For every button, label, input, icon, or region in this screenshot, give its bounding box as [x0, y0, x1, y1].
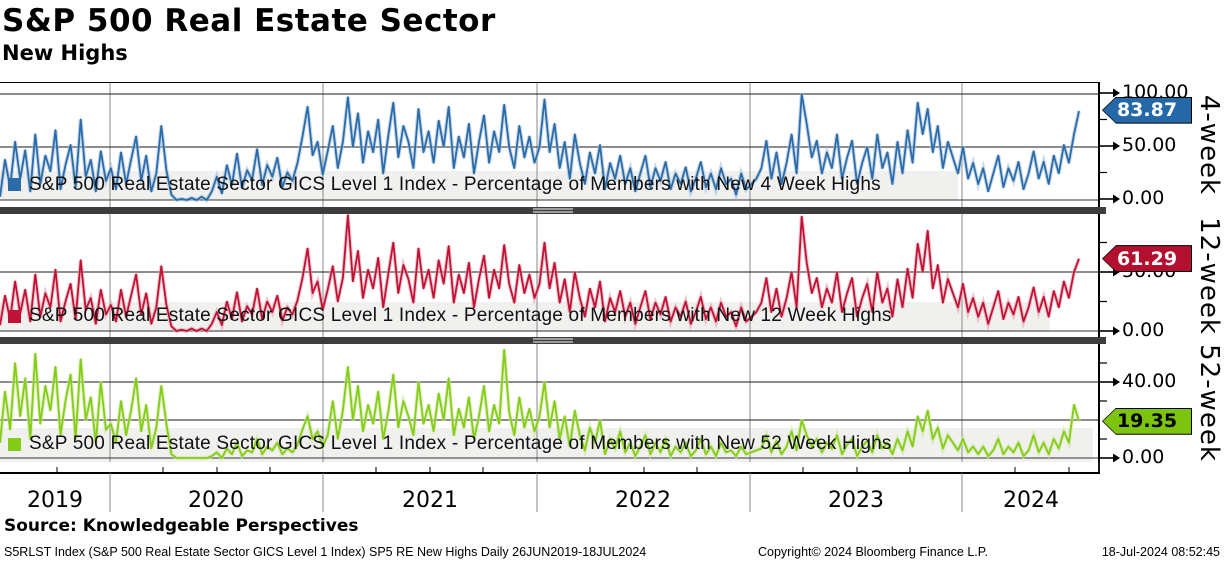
- x-axis: [0, 462, 1100, 512]
- legend-background: [0, 171, 958, 200]
- line-chart-52-week: [0, 344, 1100, 462]
- x-tick-label: 2024: [1003, 488, 1059, 513]
- y-axis-4-week: 100.00 50.00 0.00 83.87 4-week: [1100, 81, 1224, 209]
- line-chart-12-week: [0, 214, 1100, 337]
- x-tick-label: 2021: [402, 488, 458, 513]
- divider-grip-handle[interactable]: [533, 338, 573, 343]
- panel-divider: [0, 337, 1106, 344]
- chart-title: S&P 500 Real Estate Sector: [2, 3, 496, 39]
- panel-4-week: S&P 500 Real Estate Sector GICS Level 1 …: [0, 81, 1224, 209]
- panel-title-rotated: 52-week: [1194, 344, 1224, 462]
- last-value-label: 19.35: [1116, 410, 1178, 433]
- x-tick-label: 2019: [27, 488, 83, 513]
- last-value-label: 61.29: [1116, 247, 1178, 270]
- footer-timestamp: 18-Jul-2024 08:52:45: [1101, 545, 1220, 559]
- legend-12-week: S&P 500 Real Estate Sector GICS Level 1 …: [8, 305, 892, 327]
- x-tick-label: 2022: [615, 488, 671, 513]
- x-tick-label: 2020: [188, 488, 244, 513]
- y-axis-ticks: [1100, 241, 1120, 336]
- panel-title-rotated: 4-week: [1194, 94, 1224, 195]
- legend-label: S&P 500 Real Estate Sector GICS Level 1 …: [29, 173, 881, 195]
- y-axis-12-week: 50.000.00 61.29 12-week: [1100, 214, 1224, 341]
- footer-copyright: Copyright© 2024 Bloomberg Finance L.P.: [758, 545, 988, 559]
- y-axis-ticks: [1100, 362, 1120, 462]
- panel-title-rotated: 12-week: [1194, 216, 1224, 335]
- y-axis-tick-label: 0.00: [1122, 319, 1165, 341]
- chart-subtitle: New Highs: [2, 41, 128, 65]
- y-axis-ticks: [1100, 88, 1120, 204]
- last-value-badge: 61.29: [1102, 245, 1192, 273]
- legend-4-week: S&P 500 Real Estate Sector GICS Level 1 …: [8, 174, 881, 196]
- chart-header: S&P 500 Real Estate Sector New Highs: [2, 2, 496, 66]
- series-swatch-icon: [8, 309, 21, 323]
- source-line: Source: Knowledgeable Perspectives: [4, 516, 359, 536]
- legend-label: S&P 500 Real Estate Sector GICS Level 1 …: [29, 305, 892, 326]
- series-swatch-icon: [8, 178, 21, 191]
- y-axis-tick-label: 40.00: [1122, 370, 1177, 392]
- legend-label: S&P 500 Real Estate Sector GICS Level 1 …: [29, 433, 892, 454]
- x-tick-label: 2023: [828, 488, 884, 513]
- panel-12-week: S&P 500 Real Estate Sector GICS Level 1 …: [0, 214, 1224, 341]
- last-value-label: 83.87: [1116, 99, 1178, 122]
- y-axis-tick-label: 0.00: [1122, 446, 1165, 468]
- legend-52-week: S&P 500 Real Estate Sector GICS Level 1 …: [8, 433, 892, 455]
- footer-ticker-info: S5RLST Index (S&P 500 Real Estate Sector…: [4, 545, 647, 559]
- y-axis-52-week: 40.00 0.00 19.35 52-week: [1100, 344, 1224, 468]
- last-value-badge: 19.35: [1102, 407, 1192, 435]
- panel-divider: [0, 207, 1106, 214]
- series-swatch-icon: [8, 437, 21, 451]
- y-axis-tick-label: 0.00: [1122, 187, 1165, 209]
- divider-grip-handle[interactable]: [533, 208, 573, 213]
- panel-52-week: S&P 500 Real Estate Sector GICS Level 1 …: [0, 344, 1224, 468]
- y-axis-tick-label: 50.00: [1122, 134, 1177, 156]
- last-value-badge: 83.87: [1102, 96, 1192, 124]
- line-chart-4-week: [0, 82, 1100, 208]
- x-axis-labels: 2019 2020 2021 2022 2023 2024: [0, 488, 1100, 514]
